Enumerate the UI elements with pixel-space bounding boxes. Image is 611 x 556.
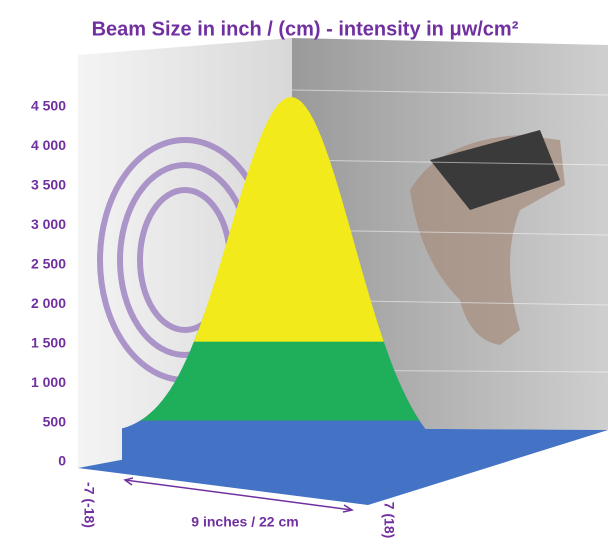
chart: Beam Size in inch / (cm) - intensity in … (0, 0, 611, 551)
y-tick-label: 2 500 (31, 255, 66, 271)
y-tick-label: 500 (43, 413, 67, 429)
y-tick-label: 2 000 (31, 295, 66, 311)
x-start-label: -7 (-18) (81, 482, 97, 528)
x-end-label: 7 (18) (381, 502, 397, 539)
chart-title: Beam Size in inch / (cm) - intensity in … (92, 18, 519, 40)
y-tick-label: 0 (58, 453, 66, 469)
y-tick-label: 3 000 (31, 216, 66, 232)
y-tick-label: 3 500 (31, 177, 66, 193)
y-tick-label: 1 500 (31, 334, 66, 350)
y-tick-label: 4 000 (31, 137, 66, 153)
x-axis-label: 9 inches / 22 cm (191, 514, 298, 530)
y-tick-label: 4 500 (31, 98, 66, 114)
y-tick-label: 1 000 (31, 374, 66, 390)
